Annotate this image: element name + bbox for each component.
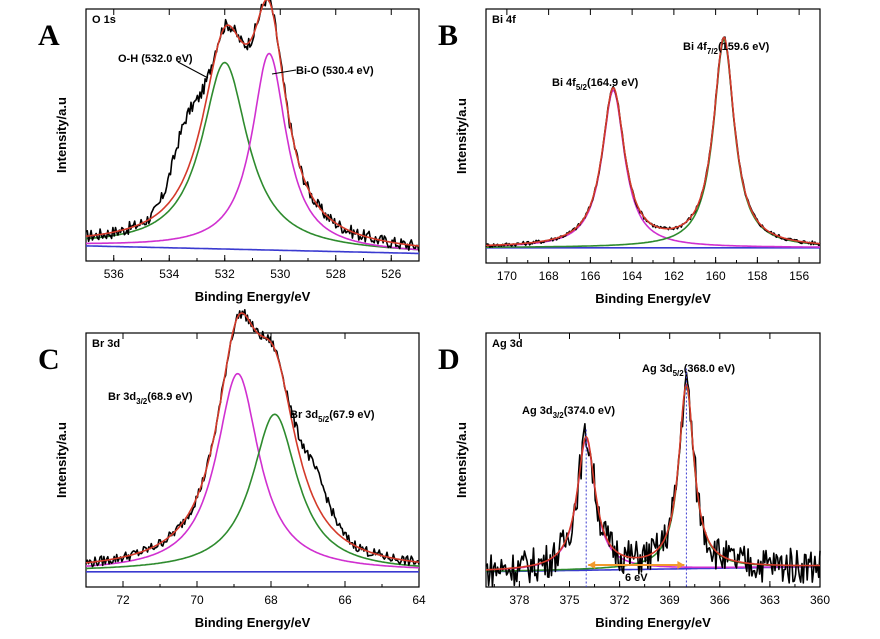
- x-tick-label: 164: [622, 269, 642, 283]
- x-tick-label: 378: [509, 593, 529, 607]
- annotation-pointer: [271, 69, 297, 75]
- x-tick-label: 528: [326, 267, 346, 281]
- x-tick-label: 366: [710, 593, 730, 607]
- x-tick-label: 526: [381, 267, 401, 281]
- x-axis-label: Binding Energy/eV: [195, 289, 311, 304]
- x-tick-label: 64: [412, 593, 426, 607]
- envelope-line: [486, 383, 820, 571]
- panel-letter: B: [438, 19, 458, 52]
- x-tick-label: 166: [580, 269, 600, 283]
- x-tick-label: 369: [660, 593, 680, 607]
- component-peak-159.6: [486, 38, 821, 248]
- raw-data-line: [485, 36, 821, 248]
- panel-a: 536 534 532 530 528 526 Binding Energy/eV Inten…: [38, 0, 420, 304]
- plot-frame: [85, 8, 420, 262]
- plot-frame: [485, 332, 821, 588]
- annotation-pointer: [177, 61, 209, 79]
- x-tick-label: 375: [559, 593, 579, 607]
- x-tick-label: 162: [664, 269, 684, 283]
- panel-title: Br 3d: [92, 338, 120, 350]
- x-tick-label: 168: [539, 269, 559, 283]
- y-axis-label: Intensity/a.u: [54, 422, 69, 498]
- panel-b: 170 168 166 164 162 160 158 156 Binding Energy/e…: [438, 8, 821, 306]
- x-tick-label: 534: [159, 267, 179, 281]
- panel-letter: D: [438, 343, 460, 376]
- x-axis-label: Binding Energy/eV: [595, 615, 711, 630]
- x-tick-label: 360: [810, 593, 830, 607]
- x-tick-label: 170: [497, 269, 517, 283]
- x-tick-label: 158: [747, 269, 767, 283]
- component-peak-532: [85, 61, 420, 251]
- background-line: [86, 245, 419, 255]
- component-peak-374: [486, 437, 820, 571]
- x-tick-label: 72: [116, 593, 130, 607]
- envelope-line: [486, 36, 821, 247]
- peak-annotation: Ag 3d3/2(374.0 eV): [522, 405, 615, 420]
- component-peak-530.4: [86, 52, 420, 251]
- peak-annotation: Bi 4f7/2(159.6 eV): [683, 41, 770, 56]
- peak-annotation: O-H (532.0 eV): [118, 53, 193, 65]
- panel-title: Ag 3d: [492, 338, 523, 350]
- x-tick-label: 532: [215, 267, 235, 281]
- x-tick-label: 68: [264, 593, 278, 607]
- panel-title: Bi 4f: [492, 14, 516, 26]
- x-tick-label: 536: [104, 267, 124, 281]
- y-axis-label: Intensity/a.u: [454, 98, 469, 174]
- arrow-head-right: [677, 561, 685, 569]
- panel-d: 378 375 372 369 366 363 360 Binding Energy/eV In…: [438, 332, 830, 630]
- peak-annotation: Ag 3d5/2(368.0 eV): [642, 363, 735, 378]
- panel-letter: A: [38, 19, 60, 52]
- raw-data-line: [485, 371, 821, 588]
- x-tick-label: 156: [789, 269, 809, 283]
- y-axis-label: Intensity/a.u: [454, 422, 469, 498]
- panel-title: O 1s: [92, 14, 116, 26]
- component-peak-164.9: [486, 89, 820, 248]
- x-axis-label: Binding Energy/eV: [595, 291, 711, 306]
- x-tick-label: 363: [760, 593, 780, 607]
- x-axis-label: Binding Energy/eV: [195, 615, 311, 630]
- component-peak-67.9: [86, 413, 420, 570]
- arrow-head-left: [588, 561, 596, 569]
- envelope-line: [85, 0, 420, 247]
- raw-data-line: [85, 0, 420, 252]
- y-axis-label: Intensity/a.u: [54, 97, 69, 173]
- x-tick-label: 160: [706, 269, 726, 283]
- panel-c: 72 70 68 66 64 Binding Energy/eV Intensity/a.u…: [38, 309, 426, 630]
- envelope-line: [85, 312, 420, 564]
- x-tick-label: 70: [190, 593, 204, 607]
- x-tick-label: 66: [338, 593, 352, 607]
- panel-letter: C: [38, 343, 60, 376]
- raw-data-line: [85, 309, 420, 568]
- plot-frame: [85, 332, 420, 588]
- peak-annotation: Bi-O (530.4 eV): [296, 65, 374, 77]
- component-peak-68.9: [86, 372, 420, 569]
- peak-annotation: Br 3d5/2(67.9 eV): [290, 409, 375, 424]
- x-tick-label: 530: [270, 267, 290, 281]
- x-tick-label: 372: [610, 593, 630, 607]
- splitting-label: 6 eV: [625, 572, 648, 584]
- peak-annotation: Bi 4f5/2(164.9 eV): [552, 77, 639, 92]
- peak-annotation: Br 3d3/2(68.9 eV): [108, 391, 193, 406]
